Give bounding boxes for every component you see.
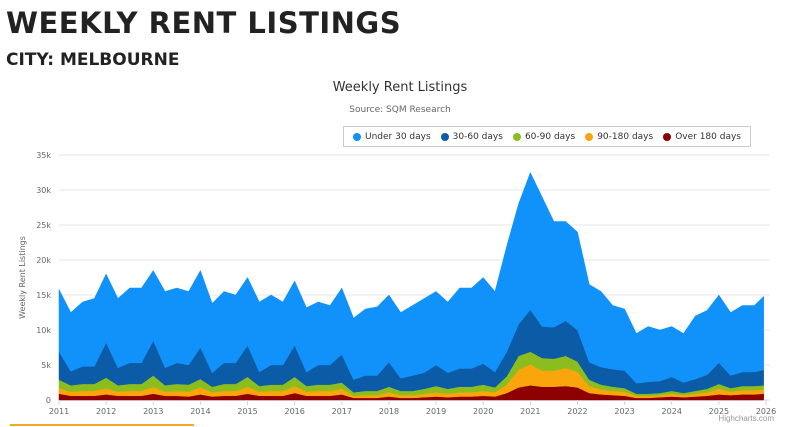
legend-label: Over 180 days <box>675 131 741 142</box>
area-series-under-30-days <box>58 171 764 384</box>
y-tick-label: 35k <box>36 151 51 160</box>
x-tick-label: 2016 <box>284 407 304 416</box>
legend-item-30-60[interactable]: 30-60 days <box>440 131 503 142</box>
y-tick-label: 5k <box>41 361 51 370</box>
legend-dot-icon <box>512 132 521 141</box>
page-title: WEEKLY RENT LISTINGS <box>6 6 402 40</box>
legend-label: 60-90 days <box>524 131 576 142</box>
legend-dot-icon <box>585 132 594 141</box>
x-tick-label: 2019 <box>426 407 446 416</box>
legend-dot-icon <box>663 132 672 141</box>
accent-divider <box>10 424 194 426</box>
legend-label: 90-180 days <box>597 131 654 142</box>
legend-dot-icon <box>440 132 449 141</box>
x-tick-label: 2018 <box>379 407 399 416</box>
y-tick-label: 20k <box>36 256 51 265</box>
y-tick-label: 25k <box>36 221 51 230</box>
legend-item-over-180[interactable]: Over 180 days <box>663 132 741 142</box>
x-tick-label: 2015 <box>237 407 257 416</box>
x-tick-label: 2020 <box>473 407 493 416</box>
highcharts-credit[interactable]: Highcharts.com <box>718 414 774 423</box>
chart-title: Weekly Rent Listings <box>332 80 468 95</box>
y-tick-label: 10k <box>36 326 51 335</box>
legend-item-60-90[interactable]: 60-90 days <box>512 131 576 142</box>
x-tick-label: 2011 <box>49 407 69 416</box>
city-subtitle: CITY: MELBOURNE <box>6 50 180 70</box>
chart-legend: Under 30 days 30-60 days 60-90 days 90-1… <box>343 126 751 147</box>
x-tick-label: 2017 <box>332 407 352 416</box>
x-tick-label: 2026 <box>756 407 776 416</box>
x-tick-label: 2013 <box>143 407 163 416</box>
y-tick-label: 30k <box>36 186 51 195</box>
x-tick-label: 2024 <box>662 407 682 416</box>
legend-label: Under 30 days <box>365 131 431 142</box>
x-tick-label: 2022 <box>567 407 587 416</box>
y-tick-label: 15k <box>36 291 51 300</box>
y-axis-title: Weekly Rent Listings <box>18 236 27 319</box>
x-tick-label: 2025 <box>709 407 729 416</box>
x-tick-label: 2023 <box>614 407 634 416</box>
x-tick-label: 2014 <box>190 407 210 416</box>
legend-item-90-180[interactable]: 90-180 days <box>585 132 653 142</box>
y-tick-label: 0 <box>46 396 51 405</box>
x-tick-label: 2021 <box>520 407 540 416</box>
legend-dot-icon <box>353 132 361 141</box>
x-tick-label: 2012 <box>96 407 116 416</box>
legend-label: 30-60 days <box>452 131 503 142</box>
chart-subtitle: Source: SQM Research <box>349 105 451 115</box>
legend-item-under-30[interactable]: Under 30 days <box>353 132 431 142</box>
